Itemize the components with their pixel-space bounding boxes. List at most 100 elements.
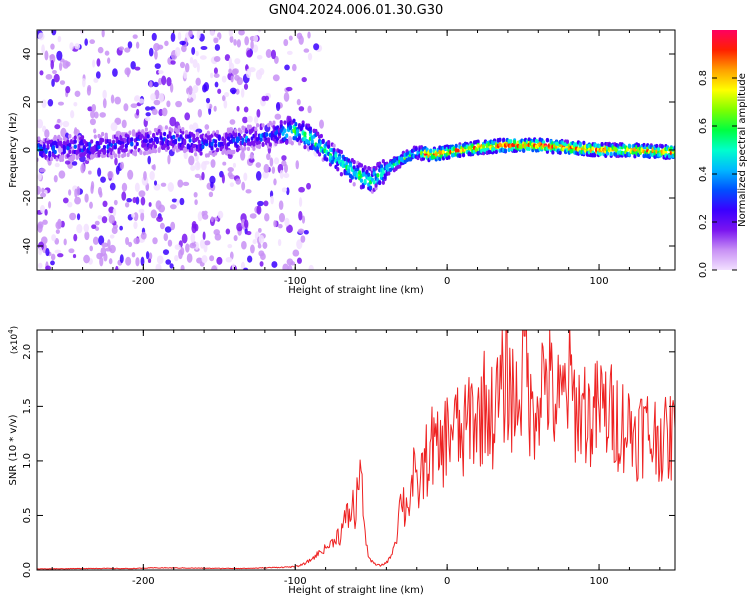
spectrogram-cell [135,41,140,49]
spectrogram-cell [138,98,145,104]
spectrogram-ridge-cell [332,147,336,153]
spectrogram-ridge-cell [97,153,101,158]
spectrogram-cell [57,253,64,258]
spectrogram-cell [111,226,118,235]
spectrogram-cell [89,118,96,126]
spectrogram-cell [110,94,115,104]
spectrogram-cell [217,210,224,219]
spectrogram-cell [186,97,194,103]
spectrogram-ridge-cell [348,178,353,183]
spectrogram-cell [52,69,57,75]
spectrogram-cell [263,163,270,173]
spectrogram-ridge-cell [101,131,105,137]
spectrogram-ridge-cell [137,131,141,136]
spectrogram-cell [121,182,128,192]
spectrogram-cell [240,150,246,161]
spectrogram-cell [270,49,277,60]
spectrogram-ridge-cell [128,130,132,135]
spectrogram-cell [93,77,99,83]
spectrogram-cell [307,31,311,39]
spectrogram-ridge-cell [152,141,156,146]
spectrogram-cell [240,88,245,98]
spectrogram-ridge-cell [170,128,174,133]
spectrogram-ridge-cell [551,150,555,155]
spectrogram-cell [112,208,117,217]
spectrogram-cell [149,170,155,181]
spectrogram-ridge-cell [461,152,466,158]
spectrogram-ridge-cell [104,134,108,140]
spectrogram-cell [128,241,133,247]
spectrogram-ridge-cell [153,144,158,149]
spectrogram-cell [224,54,231,61]
spectrogram-cell [175,100,183,108]
spectrogram-cell [183,151,188,160]
spectrogram-cell [265,49,272,59]
snr-x-axis-label: Height of straight line (km) [288,585,424,596]
spectrogram-cell [90,184,94,195]
spectrogram-cell [266,153,271,161]
spectrogram-cell [169,204,177,210]
spectrogram-ridge-cell [458,153,462,159]
spectrogram-cell [238,30,245,36]
spectrogram-cell [236,222,243,232]
spectrogram-cell [76,223,83,234]
spectrogram-cell [209,72,214,79]
spectrogram-cell [273,220,277,228]
spectrogram-cell [62,120,70,128]
spectrogram-cell [167,154,171,165]
spectrogram-cell [231,69,238,76]
spectrogram-cell [275,102,281,112]
spectrogram-ridge-cell [133,149,138,155]
spectrogram-ridge-cell [164,125,169,130]
spectrogram-cell [297,228,305,234]
spectrogram-cell [62,197,69,204]
spectrogram-ridge-cell [60,154,65,159]
spectrogram-ridge-cell [48,153,52,158]
spectrogram-cell [270,195,274,205]
spectrogram-cell [184,37,188,47]
spectrogram-cell [257,30,262,33]
spectrogram-cell [213,67,218,75]
spectrogram-cell [100,176,106,183]
spectrogram-ridge-cell [257,140,261,145]
spectrogram-cell [193,191,198,198]
spectrogram-cell [56,50,63,61]
spectrogram-cell [90,110,95,119]
spectrogram-cell [169,83,174,93]
spectrogram-cell [248,157,255,163]
spectrogram-cell [112,68,118,77]
spectrogram-cell [57,101,64,106]
spectrogram-cell [223,99,228,109]
spectrogram-ridge-cell [188,138,192,143]
spectrogram-ridge-cell [217,136,221,141]
spectrogram-cell [211,265,218,270]
spectrogram-cell [222,161,227,166]
spectrogram-cell [99,112,106,118]
spectrogram-ridge-cell [545,137,550,143]
colorbar-tick-label: 0.2 [698,214,709,230]
spectrogram-cell [68,189,72,196]
spectrogram-ridge-cell [254,131,258,137]
spectrogram-cell [241,240,247,250]
spectrogram-ridge-cell [102,150,107,155]
spectrogram-cell [59,80,66,85]
spectrogram-ridge-cell [157,128,161,134]
spectrogram-cell [109,244,116,254]
spectrogram-cell [93,111,99,119]
spectrogram-ridge-cell [636,143,641,148]
spectrogram-cell [192,85,199,94]
spectrogram-ridge-cell [509,139,513,144]
spectrogram-cell [259,261,264,267]
spectrogram-cell [233,39,237,46]
spectrogram-cell [228,68,232,74]
spectrogram-ridge-cell [234,128,238,133]
spectrogram-cell [227,167,234,173]
spectrogram-ridge-cell [71,155,76,161]
spectrogram-cell [140,231,147,240]
spectrogram-ridge-cell [348,162,353,168]
spectrogram-cell [210,181,214,189]
spectrogram-ridge-cell [656,146,661,152]
spectrogram-ridge-cell [124,147,128,153]
spectrogram-ridge-cell [117,153,121,159]
spectrogram-cell [54,249,62,254]
